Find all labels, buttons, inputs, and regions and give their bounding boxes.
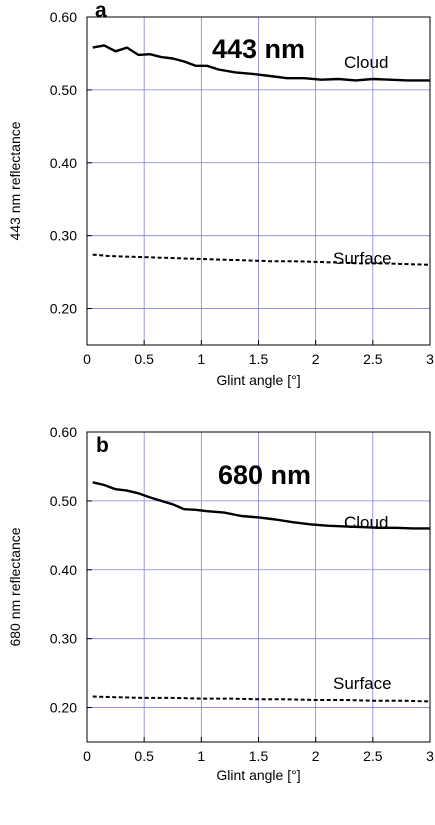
y-tick-label: 0.30 — [50, 228, 77, 244]
x-tick-label: 2 — [312, 351, 320, 367]
series-label-surface: Surface — [333, 249, 392, 268]
x-tick-label: 0.5 — [134, 351, 154, 367]
x-tick-label: 1 — [197, 748, 205, 764]
x-tick-label: 0 — [83, 748, 91, 764]
panel-b: 0 0.5 1 1.5 2 2.5 3 0.20 0.30 0.40 0.50 0.60 Glint a… — [7, 424, 434, 783]
x-tick-label: 0.5 — [134, 748, 154, 764]
series-label-cloud: Cloud — [344, 513, 388, 532]
x-tick-label: 1.5 — [249, 748, 269, 764]
y-tick-label: 0.20 — [50, 301, 77, 317]
panel-letter: a — [95, 0, 107, 22]
panel-a: 0 0.5 1 1.5 2 2.5 3 0.20 0.30 0.40 0.50 0.60 Glint a… — [7, 0, 434, 388]
y-tick-label: 0.20 — [50, 700, 77, 716]
x-tick-label: 3 — [426, 748, 434, 764]
y-tick-label: 0.50 — [50, 82, 77, 98]
series-line-surface — [92, 695, 431, 703]
series-label-cloud: Cloud — [344, 53, 388, 72]
x-tick-label: 3 — [426, 351, 434, 367]
x-axis-label: Glint angle [°] — [216, 372, 300, 388]
series-line-surface — [92, 253, 431, 266]
series-line-cloud — [92, 481, 430, 530]
x-tick-label: 0 — [83, 351, 91, 367]
y-tick-label: 0.50 — [50, 493, 77, 509]
x-tick-label: 1 — [197, 351, 205, 367]
y-tick-label: 0.60 — [50, 424, 77, 440]
y-axis-label: 680 nm reflectance — [7, 527, 23, 646]
wavelength-annotation: 680 nm — [218, 460, 311, 490]
y-axis-label: 443 nm reflectance — [7, 121, 23, 240]
y-tick-label: 0.60 — [50, 9, 77, 25]
panel-letter: b — [96, 434, 109, 457]
wavelength-annotation: 443 nm — [212, 34, 305, 64]
x-tick-label: 1.5 — [249, 351, 269, 367]
x-tick-label: 2.5 — [363, 748, 383, 764]
series-label-surface: Surface — [333, 674, 392, 693]
x-axis-label: Glint angle [°] — [216, 767, 300, 783]
y-tick-label: 0.40 — [50, 562, 77, 578]
x-tick-label: 2.5 — [363, 351, 383, 367]
x-tick-label: 2 — [312, 748, 320, 764]
y-tick-label: 0.30 — [50, 631, 77, 647]
y-tick-label: 0.40 — [50, 155, 77, 171]
series-line-cloud — [92, 44, 430, 82]
